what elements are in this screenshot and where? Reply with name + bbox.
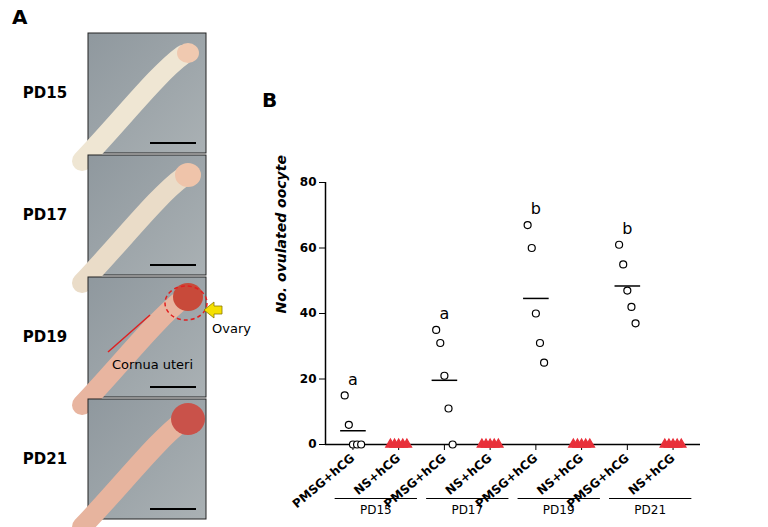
svg-text:a: a	[439, 304, 449, 323]
svg-text:PD15: PD15	[23, 84, 67, 102]
svg-text:NS+hCG: NS+hCG	[626, 451, 678, 498]
svg-text:A: A	[12, 5, 28, 29]
svg-text:a: a	[348, 369, 358, 388]
svg-text:20: 20	[300, 372, 317, 386]
svg-text:Ovary: Ovary	[212, 321, 251, 336]
svg-text:60: 60	[300, 241, 317, 255]
svg-text:NS+hCG: NS+hCG	[442, 451, 495, 498]
svg-text:NS+hCG: NS+hCG	[351, 451, 404, 498]
svg-text:NS+hCG: NS+hCG	[534, 451, 586, 498]
svg-text:PMSG+hCG: PMSG+hCG	[290, 451, 358, 511]
svg-text:No. ovulated oocyte: No. ovulated oocyte	[273, 155, 289, 313]
svg-text:PMSG+hCG: PMSG+hCG	[381, 451, 449, 511]
svg-text:80: 80	[300, 175, 317, 189]
svg-text:b: b	[622, 219, 632, 238]
svg-text:PD17: PD17	[451, 503, 483, 517]
svg-text:PMSG+hCG: PMSG+hCG	[564, 451, 632, 511]
svg-text:PD19: PD19	[543, 503, 575, 517]
svg-text:b: b	[531, 199, 541, 218]
svg-text:PD17: PD17	[23, 206, 67, 224]
svg-text:PD15: PD15	[360, 503, 392, 517]
svg-text:PD19: PD19	[23, 328, 67, 346]
html-text:B: B	[262, 88, 278, 112]
svg-text:PD21: PD21	[634, 503, 666, 517]
svg-text:PMSG+hCG: PMSG+hCG	[473, 451, 541, 511]
svg-text:0: 0	[308, 437, 316, 451]
svg-text:Cornua uteri: Cornua uteri	[112, 357, 193, 372]
svg-text:40: 40	[300, 306, 317, 320]
svg-text:PD21: PD21	[23, 450, 67, 468]
